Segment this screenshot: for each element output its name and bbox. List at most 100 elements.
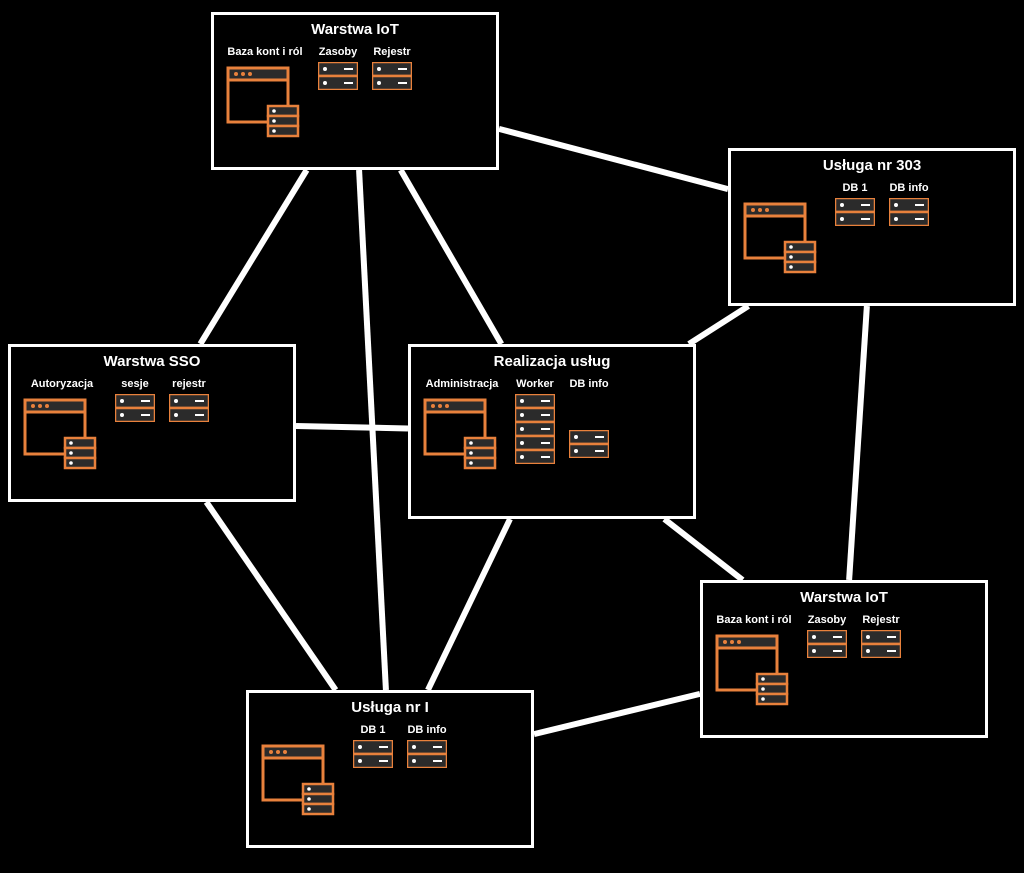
app-server-icon (261, 740, 339, 818)
app-server-icon (226, 62, 304, 140)
column-label: Zasoby (808, 614, 847, 626)
edge (499, 129, 728, 189)
node-center: Realizacja usługAdministracja Worker DB … (408, 344, 696, 519)
column-label: DB 1 (360, 724, 385, 736)
edge (689, 306, 748, 344)
node-title: Warstwa IoT (703, 583, 985, 610)
edge (428, 519, 510, 690)
node-column (261, 724, 339, 818)
server-icon (861, 630, 901, 658)
node-body: Administracja Worker DB info (411, 374, 693, 484)
edge (206, 502, 335, 690)
server-icon (372, 62, 412, 90)
edge (849, 306, 867, 580)
column-label: DB info (569, 378, 608, 390)
node-column: Rejestr (372, 46, 412, 90)
node-column: DB 1 (353, 724, 393, 768)
node-body: Baza kont i ról Zasoby Rejestr (703, 610, 985, 720)
server-small-icon (353, 740, 393, 768)
edge (664, 519, 742, 580)
column-label: DB info (407, 724, 446, 736)
node-title: Warstwa IoT (214, 15, 496, 42)
node-column: DB info (407, 724, 447, 768)
column-label: Autoryzacja (31, 378, 93, 390)
edge (534, 694, 700, 734)
node-body: DB 1 DB info (249, 720, 531, 830)
server-icon (115, 394, 155, 422)
server-small-icon (318, 62, 358, 90)
node-column: Zasoby (807, 614, 847, 658)
server-icon (353, 740, 393, 768)
column-label: DB info (889, 182, 928, 194)
app-server-icon (23, 394, 101, 472)
server-icon (318, 62, 358, 90)
server-icon (407, 740, 447, 768)
node-bottom: Usługa nr I DB 1 DB info (246, 690, 534, 848)
node-column (743, 182, 821, 276)
node-body: Autoryzacja sesje rejestr (11, 374, 293, 484)
node-column: Zasoby (318, 46, 358, 90)
node-column: DB info (889, 182, 929, 226)
app-server-icon (23, 394, 101, 472)
app-server-icon (226, 62, 304, 140)
node-column: DB info (569, 378, 609, 458)
node-right-upper: Usługa nr 303 DB 1 DB info (728, 148, 1016, 306)
node-right-lower: Warstwa IoTBaza kont i ról Zasoby Rejest… (700, 580, 988, 738)
node-column: Baza kont i ról (226, 46, 304, 140)
edge (296, 426, 408, 428)
app-server-icon (715, 630, 793, 708)
node-title: Usługa nr 303 (731, 151, 1013, 178)
server-icon (515, 394, 555, 464)
node-column: Autoryzacja (23, 378, 101, 472)
column-label: Zasoby (319, 46, 358, 58)
server-icon (169, 394, 209, 422)
app-server-icon (261, 740, 339, 818)
server-small-icon (807, 630, 847, 658)
column-label: rejestr (172, 378, 206, 390)
app-server-icon (715, 630, 793, 708)
node-column: Worker (515, 378, 555, 464)
server-small-icon (407, 740, 447, 768)
edge (359, 170, 386, 690)
app-server-icon (423, 394, 501, 472)
server-icon (569, 430, 609, 458)
node-column: rejestr (169, 378, 209, 422)
node-column: Baza kont i ról (715, 614, 793, 708)
node-body: Baza kont i ról Zasoby Rejestr (214, 42, 496, 152)
app-server-icon (743, 198, 821, 276)
node-top: Warstwa IoTBaza kont i ról Zasoby Rejest… (211, 12, 499, 170)
server-small-icon (115, 394, 155, 422)
column-label: Rejestr (862, 614, 899, 626)
column-label: DB 1 (842, 182, 867, 194)
node-left: Warstwa SSOAutoryzacja sesje rejestr (8, 344, 296, 502)
node-title: Realizacja usług (411, 347, 693, 374)
column-label: Baza kont i ról (227, 46, 302, 58)
app-server-icon (423, 394, 501, 472)
node-column: DB 1 (835, 182, 875, 226)
column-label: Rejestr (373, 46, 410, 58)
column-label: sesje (121, 378, 149, 390)
server-small-icon (569, 430, 609, 458)
node-column: Administracja (423, 378, 501, 472)
node-column: Rejestr (861, 614, 901, 658)
app-server-icon (743, 198, 821, 276)
node-title: Usługa nr I (249, 693, 531, 720)
node-title: Warstwa SSO (11, 347, 293, 374)
node-column: sesje (115, 378, 155, 422)
server-icon (835, 198, 875, 226)
server-small-icon (372, 62, 412, 90)
server-small-icon (889, 198, 929, 226)
edge (401, 170, 502, 344)
server-small-icon (861, 630, 901, 658)
server-icon (889, 198, 929, 226)
edge (200, 170, 306, 344)
column-label: Administracja (426, 378, 499, 390)
diagram-canvas: Warstwa IoTBaza kont i ról Zasoby Rejest… (0, 0, 1024, 873)
column-label: Worker (516, 378, 554, 390)
column-label: Baza kont i ról (716, 614, 791, 626)
server-small-icon (835, 198, 875, 226)
server-tall-icon (515, 394, 555, 464)
server-icon (807, 630, 847, 658)
server-small-icon (169, 394, 209, 422)
node-body: DB 1 DB info (731, 178, 1013, 288)
